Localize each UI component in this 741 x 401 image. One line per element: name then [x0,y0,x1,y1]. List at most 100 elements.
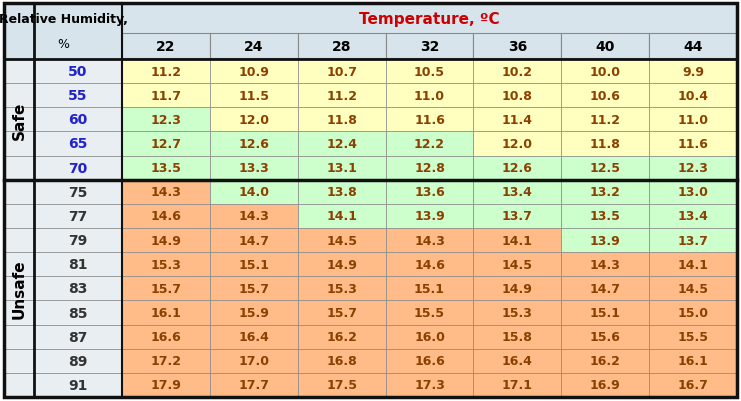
Bar [561,108,649,132]
Text: 11.0: 11.0 [414,89,445,103]
Bar [473,373,561,397]
Bar [561,205,649,229]
Text: 11.2: 11.2 [590,113,621,127]
Bar [473,60,561,84]
Text: 11.4: 11.4 [502,113,533,127]
Text: 87: 87 [68,330,87,344]
Bar [298,373,385,397]
Text: 36: 36 [508,40,527,54]
Bar [4,84,34,108]
Bar [561,60,649,84]
Bar [473,108,561,132]
Text: 83: 83 [68,282,87,296]
Text: 16.7: 16.7 [677,379,708,391]
Bar [210,156,298,180]
Text: 15.3: 15.3 [502,306,533,319]
Bar [561,253,649,277]
Text: 14.3: 14.3 [150,186,182,199]
Text: 14.9: 14.9 [150,234,182,247]
Text: 11.8: 11.8 [590,138,621,151]
Bar [385,84,473,108]
Bar [298,349,385,373]
Bar [210,253,298,277]
Text: 12.3: 12.3 [677,162,708,175]
Bar [298,229,385,253]
Text: 11.2: 11.2 [326,89,357,103]
Text: 15.7: 15.7 [326,306,357,319]
Text: 14.9: 14.9 [502,282,533,295]
Text: 10.8: 10.8 [502,89,533,103]
Bar [298,180,385,205]
Bar [34,180,122,205]
Bar [649,84,737,108]
Text: 85: 85 [68,306,87,320]
Bar [561,229,649,253]
Text: 12.7: 12.7 [150,138,182,151]
Bar [649,253,737,277]
Text: 11.5: 11.5 [239,89,269,103]
Text: 13.4: 13.4 [502,186,533,199]
Bar [34,108,122,132]
Bar [385,301,473,325]
Bar [473,229,561,253]
Text: 15.6: 15.6 [590,330,621,343]
Bar [298,205,385,229]
Bar [4,4,122,60]
Bar [561,156,649,180]
Bar [561,132,649,156]
Bar [34,349,122,373]
Text: 70: 70 [68,161,87,175]
Bar [385,60,473,84]
Text: 12.6: 12.6 [502,162,533,175]
Text: 16.9: 16.9 [590,379,621,391]
Bar [4,349,34,373]
Bar [649,277,737,301]
Text: 16.0: 16.0 [414,330,445,343]
Bar [561,34,649,59]
Text: 24: 24 [244,40,264,54]
Bar [298,253,385,277]
Bar [122,301,210,325]
Text: 14.7: 14.7 [239,234,269,247]
Bar [122,180,210,205]
Bar [561,373,649,397]
Bar [122,60,210,84]
Bar [34,373,122,397]
Text: 17.3: 17.3 [414,379,445,391]
Bar [4,229,34,253]
Text: 14.6: 14.6 [150,210,182,223]
Text: 12.3: 12.3 [150,113,182,127]
Bar [473,301,561,325]
Bar [649,34,737,59]
Bar [122,277,210,301]
Bar [385,180,473,205]
Bar [4,373,34,397]
Bar [4,132,34,156]
Text: 14.1: 14.1 [677,258,708,271]
Text: 15.0: 15.0 [677,306,708,319]
Bar [122,84,210,108]
Bar [122,373,210,397]
Text: 13.9: 13.9 [590,234,621,247]
Text: 16.8: 16.8 [326,354,357,367]
Bar [4,205,34,229]
Bar [298,301,385,325]
Text: 13.6: 13.6 [414,186,445,199]
Bar [298,60,385,84]
Bar [649,108,737,132]
Bar [649,180,737,205]
Bar [385,349,473,373]
Bar [34,277,122,301]
Bar [473,132,561,156]
Text: 16.6: 16.6 [150,330,182,343]
Text: %: % [57,38,69,51]
Bar [34,60,122,84]
Text: 11.7: 11.7 [150,89,182,103]
Text: 15.5: 15.5 [414,306,445,319]
Bar [649,229,737,253]
Text: 10.6: 10.6 [590,89,621,103]
Bar [210,301,298,325]
Bar [473,205,561,229]
Text: 13.7: 13.7 [502,210,533,223]
Bar [122,156,210,180]
